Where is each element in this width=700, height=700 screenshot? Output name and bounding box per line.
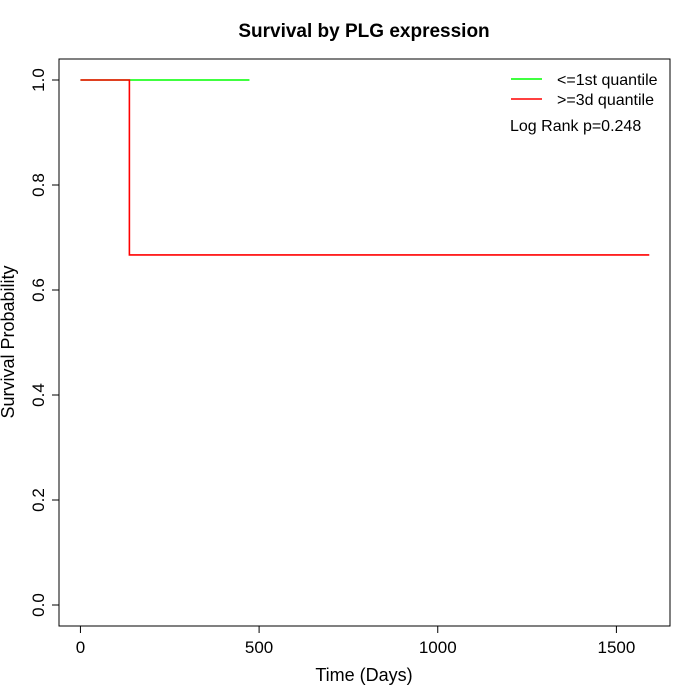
y-axis: 0.0 0.2 0.4 0.6 0.8 1.0: [29, 68, 60, 617]
x-tick-label: 0: [76, 638, 85, 657]
plot-frame: [58, 58, 671, 627]
y-tick-label: 0.2: [29, 488, 48, 512]
x-axis-label: Time (Days): [315, 665, 412, 685]
chart-title: Survival by PLG expression: [238, 21, 489, 42]
series-line-1: [80, 79, 650, 256]
x-tick-label: 500: [245, 638, 273, 657]
log-rank-annotation: Log Rank p=0.248: [510, 118, 641, 135]
y-tick-label: 1.0: [29, 68, 48, 92]
y-tick-label: 0.6: [29, 278, 48, 302]
y-axis-label: Survival Probability: [0, 265, 18, 418]
x-tick-label: 1000: [419, 638, 457, 657]
y-tick-label: 0.8: [29, 173, 48, 197]
series-layer: [80, 79, 650, 256]
legend: <=1st quantile >=3d quantile: [511, 72, 658, 109]
x-axis: 0 500 1000 1500: [76, 625, 635, 657]
y-tick-label: 0.0: [29, 593, 48, 617]
legend-label-0: <=1st quantile: [557, 72, 658, 89]
legend-label-1: >=3d quantile: [557, 92, 654, 109]
x-tick-label: 1500: [597, 638, 635, 657]
y-tick-label: 0.4: [29, 383, 48, 407]
